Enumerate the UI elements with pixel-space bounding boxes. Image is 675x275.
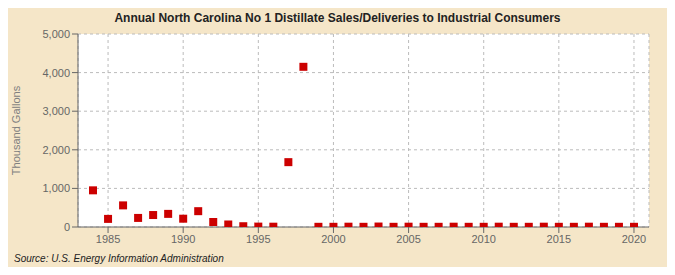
svg-text:2015: 2015 — [547, 233, 571, 245]
svg-text:2005: 2005 — [396, 233, 420, 245]
html-text:Annual North Carolina No 1 Dis: Annual North Carolina No 1 Distillate Sa… — [114, 11, 561, 25]
svg-text:2,000: 2,000 — [42, 144, 70, 156]
svg-text:3,000: 3,000 — [42, 105, 70, 117]
svg-text:2020: 2020 — [622, 233, 646, 245]
svg-text:2000: 2000 — [321, 233, 345, 245]
svg-text:1985: 1985 — [96, 233, 120, 245]
svg-text:5,000: 5,000 — [42, 28, 70, 40]
svg-text:1990: 1990 — [171, 233, 195, 245]
svg-text:2010: 2010 — [471, 233, 495, 245]
svg-text:1995: 1995 — [246, 233, 270, 245]
svg-text:4,000: 4,000 — [42, 67, 70, 79]
svg-text:Thousand Gallons: Thousand Gallons — [10, 85, 22, 175]
html-text:Source: U.S. Energy Informatio: Source: U.S. Energy Information Administ… — [14, 253, 224, 264]
svg-text:0: 0 — [64, 221, 70, 233]
svg-text:1,000: 1,000 — [42, 182, 70, 194]
